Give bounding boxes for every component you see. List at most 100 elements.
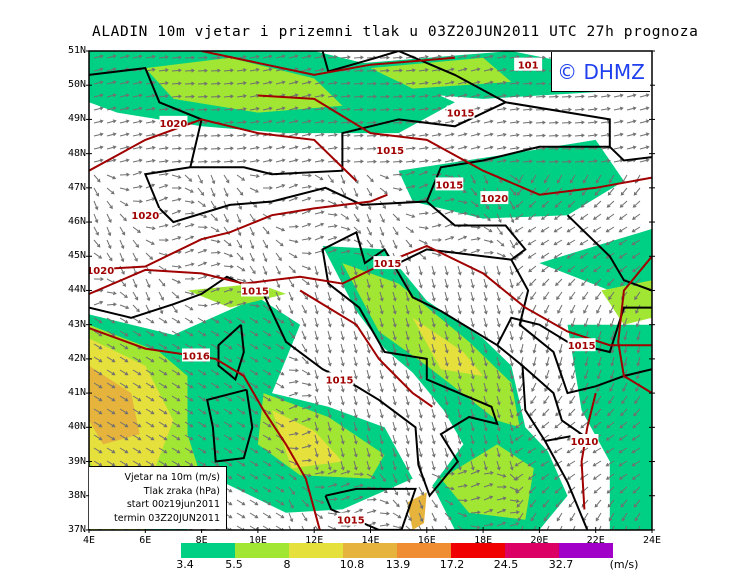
wind-arrow [210,317,220,324]
wind-arrow [548,120,559,125]
wind-arrow [314,421,319,432]
coastline [566,214,652,292]
wind-arrow [623,330,628,341]
wind-arrow [431,291,436,302]
lon-label: 16E [417,535,436,546]
wind-arrow [621,512,628,522]
wind-arrow [483,447,488,458]
wind-arrow [405,343,410,354]
wind-arrow [327,483,338,488]
wind-arrow [223,421,233,428]
wind-arrow [619,486,628,494]
wind-arrow [106,93,117,98]
wind-arrow [431,265,436,276]
wind-arrow [639,158,650,163]
wind-arrow [93,343,103,350]
wind-arrow [566,252,576,259]
wind-arrow [574,107,585,112]
wind-arrow [301,393,312,398]
wind-arrow [470,213,481,219]
wind-arrow [606,421,615,429]
wind-arrow [431,447,436,458]
wind-arrow [353,174,359,185]
wind-arrow [132,460,142,467]
wind-arrow [119,93,130,98]
wind-arrow [223,120,234,125]
wind-arrow [631,447,641,454]
wind-arrow [366,187,373,197]
wind-arrow [594,499,602,508]
wind-arrow [405,369,410,380]
wind-arrow [509,356,514,367]
lon-label: 18E [474,535,493,546]
wind-arrow [566,473,576,480]
wind-arrow [532,343,537,354]
wind-arrow [366,213,372,224]
wind-arrow [158,343,168,350]
wind-arrow [431,237,442,242]
wind-arrow [561,94,572,99]
wind-arrow [210,369,220,376]
wind-arrow [431,54,442,59]
wind-arrow [184,146,195,151]
wind-arrow [93,187,99,197]
wind-arrow [568,499,576,508]
wind-arrow [132,199,143,204]
wind-arrow [119,304,130,310]
info-line: Vjetar na 10m (m/s) [124,472,221,483]
wind-arrow [353,265,358,276]
wind-arrow [553,226,563,233]
wind-arrow [418,146,429,150]
wind-arrow [327,434,332,445]
wind-arrow [301,132,312,137]
wind-arrow [431,460,436,471]
wind-arrow [301,444,312,449]
wind-arrow [158,184,169,189]
wind-arrow [444,304,449,315]
wind-arrow [418,330,423,341]
wind-arrow [366,408,371,419]
wind-arrow [262,473,272,480]
wind-arrow [392,356,397,367]
isobar-label: 1015 [376,146,404,157]
wind-arrow [132,80,143,85]
wind-arrow [249,499,259,506]
wind-arrow [632,486,641,494]
wind-arrow [223,434,233,441]
wind-arrow [301,54,312,59]
wind-arrow [236,81,247,86]
wind-arrow [605,473,615,480]
wind-arrow [184,262,195,267]
wind-arrow [593,200,602,208]
wind-arrow [605,447,615,454]
wind-arrow [540,239,550,246]
wind-arrow [353,146,364,151]
wind-arrow [314,382,319,393]
wind-arrow [618,473,628,480]
wind-arrow [327,304,332,315]
wind-arrow [353,107,364,112]
wind-arrow [543,291,550,301]
wind-arrow [496,304,501,315]
wind-arrow [288,512,294,523]
wind-arrow [288,473,297,481]
wind-arrow [340,249,351,254]
wind-arrow [366,120,377,125]
wind-arrow [519,343,524,354]
wind-arrow [379,408,384,419]
wind-arrow [483,67,494,72]
wind-arrow [275,395,285,402]
wind-arrow [93,460,103,467]
wind-arrow [418,382,423,393]
wind-arrow [609,369,615,380]
wind-arrow [379,226,385,237]
wind-arrow [249,369,259,376]
wind-arrow [496,93,507,98]
wind-arrow [496,67,507,72]
wind-arrow [301,106,312,111]
wind-arrow [93,317,103,324]
wind-arrow [275,317,285,324]
wind-arrow [626,145,637,150]
wind-arrow [568,278,576,287]
wind-arrow [457,200,468,205]
